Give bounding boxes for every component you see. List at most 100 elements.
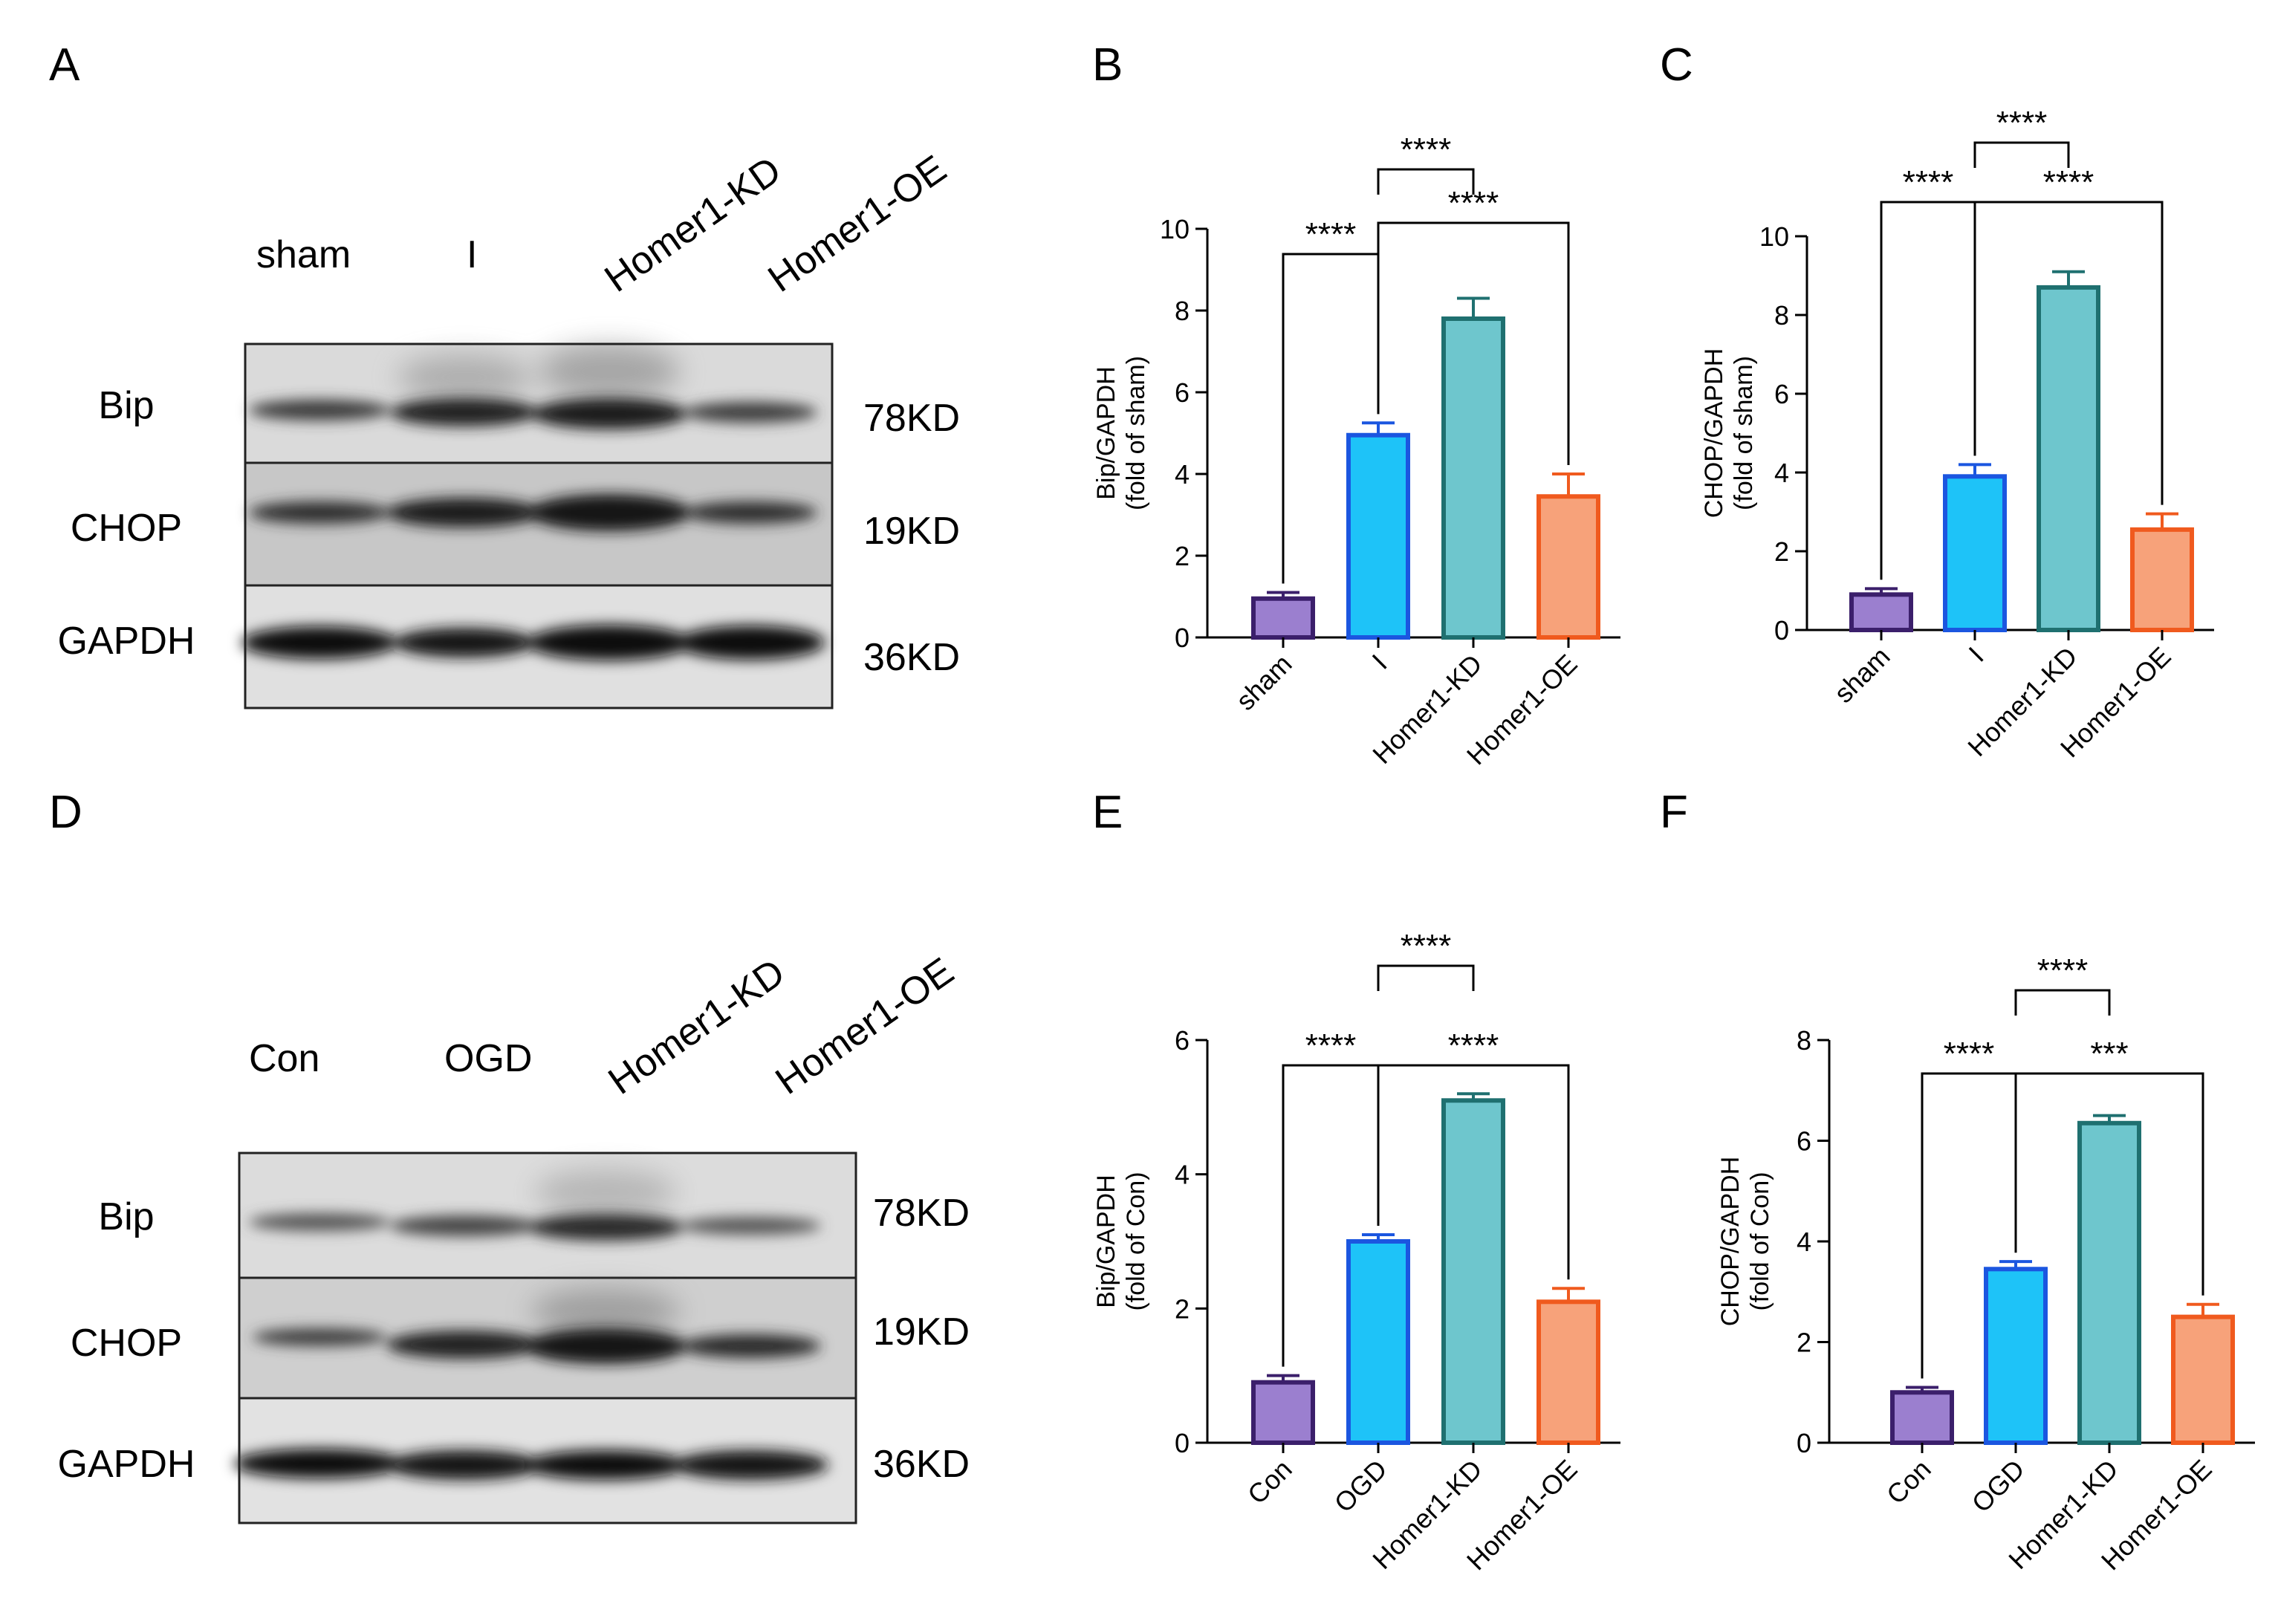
blot-band: [680, 1217, 821, 1235]
significance-label: ****: [1305, 216, 1357, 253]
western-blot-d: Con OGD Homer1-KD Homer1-OE: [58, 949, 970, 1524]
y-axis-title: Bip/GAPDH: [1092, 1175, 1120, 1308]
blot-band: [249, 400, 390, 420]
y-tick-label: 0: [1175, 623, 1190, 653]
lane-label: Con: [249, 1037, 319, 1080]
panel-letter-e: E: [1092, 787, 1123, 838]
mw-label: 36KD: [873, 1443, 970, 1486]
y-tick-label: 6: [1175, 377, 1190, 408]
mw-label: 36KD: [863, 636, 960, 679]
x-tick-label: Con: [1242, 1454, 1298, 1510]
blot-band: [241, 626, 397, 659]
panel-letter-d: D: [49, 787, 82, 838]
significance-bracket: [2014, 1072, 2204, 1296]
panel-letter-b: B: [1092, 39, 1123, 91]
protein-label: Bip: [98, 384, 154, 427]
significance-bracket: [1377, 168, 1475, 195]
lane-label: OGD: [444, 1037, 532, 1080]
bar: [2171, 1314, 2235, 1445]
y-tick-label: 0: [1797, 1428, 1811, 1458]
significance-bracket: [1377, 1064, 1570, 1280]
bar: [1441, 316, 1505, 640]
blot-band: [234, 1449, 405, 1478]
significance-label: ****: [1996, 105, 2048, 141]
y-tick-label: 8: [1774, 300, 1789, 331]
y-tick-label: 10: [1160, 214, 1190, 244]
blot-band: [394, 628, 535, 657]
significance-bracket: [2014, 989, 2111, 1016]
y-tick-label: 10: [1759, 221, 1789, 252]
significance-label: ****: [1401, 928, 1452, 964]
y-axis-title: (fold of sham): [1122, 356, 1150, 510]
y-axis-title: CHOP/GAPDH: [1716, 1157, 1745, 1327]
lane-label: I: [467, 233, 477, 276]
bar: [1441, 1098, 1505, 1446]
x-tick-label: OGD: [1328, 1454, 1393, 1519]
blot-band: [390, 1215, 539, 1236]
significance-label: ****: [1944, 1036, 1995, 1072]
significance-label: ****: [1305, 1027, 1357, 1064]
y-tick-label: 2: [1797, 1328, 1811, 1358]
blot-band: [390, 398, 539, 426]
blot-band: [531, 1289, 680, 1334]
blot-band: [684, 402, 817, 423]
western-blot-a: sham I Homer1-KD Homer1-OE: [58, 147, 960, 709]
protein-label: CHOP: [71, 1322, 182, 1365]
significance-label: ****: [1448, 1027, 1499, 1064]
y-tick-label: 2: [1774, 536, 1789, 567]
blot-band: [672, 1450, 828, 1480]
blot-band: [386, 1331, 542, 1359]
y-tick-label: 0: [1774, 615, 1789, 646]
significance-bracket: [1973, 201, 2164, 505]
y-axis-title: (fold of sham): [1730, 356, 1758, 510]
blot-band: [386, 1450, 542, 1480]
significance-bracket: [1377, 964, 1475, 991]
blot-band: [528, 494, 691, 531]
significance-label: ****: [1903, 164, 1954, 201]
bar: [1251, 596, 1315, 640]
blot-band: [528, 1214, 684, 1241]
bar: [1251, 1380, 1315, 1445]
blot-band: [535, 1170, 676, 1215]
bar: [1346, 1239, 1410, 1445]
protein-label: CHOP: [71, 507, 182, 550]
lane-label: Homer1-OE: [768, 949, 962, 1103]
significance-label: ****: [2043, 164, 2094, 201]
y-tick-label: 4: [1797, 1227, 1811, 1257]
blot-band: [249, 501, 390, 524]
blot-band: [249, 1213, 390, 1231]
lane-label: Homer1-KD: [601, 951, 793, 1103]
mw-label: 78KD: [863, 397, 960, 440]
protein-label: Bip: [98, 1195, 154, 1238]
mw-label: 19KD: [863, 510, 960, 553]
x-tick-label: OGD: [1966, 1454, 2031, 1519]
x-tick-label: sham: [1828, 641, 1895, 709]
blot-band: [524, 1450, 687, 1480]
y-tick-label: 0: [1175, 1428, 1190, 1458]
y-tick-label: 4: [1175, 459, 1190, 490]
blot-band: [676, 626, 825, 660]
blot-band: [253, 1328, 386, 1346]
mw-label: 19KD: [873, 1310, 970, 1354]
significance-label: ****: [1401, 131, 1452, 168]
x-tick-label: I: [1366, 649, 1393, 675]
lane-label: Homer1-KD: [597, 149, 789, 301]
panel-letter-a: A: [49, 39, 80, 91]
y-tick-label: 4: [1774, 458, 1789, 488]
bar: [2077, 1120, 2141, 1445]
bar: [1346, 432, 1410, 640]
blot-band: [386, 498, 542, 527]
blot-band: [524, 1328, 687, 1364]
blot-band: [684, 501, 817, 524]
y-tick-label: 4: [1175, 1160, 1190, 1190]
bar: [2037, 285, 2100, 632]
x-tick-label: Con: [1881, 1454, 1937, 1510]
bar: [1849, 592, 1913, 632]
bar: [1536, 494, 1600, 640]
significance-label: ***: [2090, 1036, 2128, 1072]
x-tick-label: I: [1963, 641, 1990, 668]
significance-bracket: [1377, 221, 1570, 465]
